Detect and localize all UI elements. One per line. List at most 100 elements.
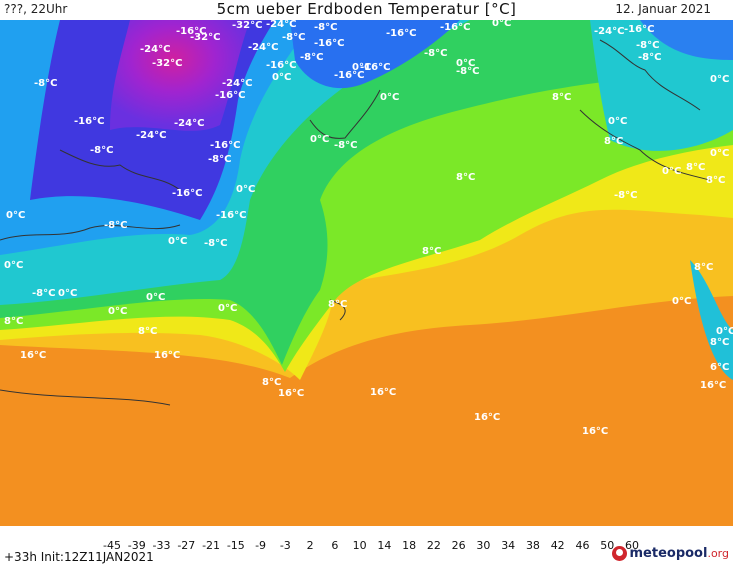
isotherm-label: 0°C (6, 210, 25, 221)
legend-tick: -39 (127, 539, 146, 552)
isotherm-label: 8°C (328, 299, 347, 310)
isotherm-label: 0°C (352, 62, 371, 73)
cold-north-patch (290, 20, 460, 89)
legend-tick: -9 (255, 539, 267, 552)
footer-bar: -45 -39 -33 -27 -21 -15 -9 -3 2 6 10 14 … (0, 526, 733, 566)
isotherm-label: -8°C (334, 140, 357, 151)
isotherm-label: -16°C (74, 116, 104, 127)
isotherm-label: 0°C (456, 58, 475, 69)
legend-tick: -3 (279, 539, 291, 552)
isotherm-label: 0°C (58, 288, 77, 299)
legend-tick: -33 (152, 539, 171, 552)
isotherm-label: -24°C (266, 20, 296, 30)
isotherm-label: -24°C (140, 44, 170, 55)
legend-tick: -45 (103, 539, 121, 552)
isotherm-label: 8°C (262, 377, 281, 388)
isotherm-label: -8°C (456, 66, 479, 77)
isotherm-label: -8°C (638, 52, 661, 63)
isotherm-label: -16°C (215, 90, 245, 101)
model-run-info: +33h Init:12Z11JAN2021 (4, 550, 154, 564)
isotherm-label: -24°C (136, 130, 166, 141)
legend-tick: 14 (377, 539, 392, 552)
isotherm-label: 0°C (710, 148, 729, 159)
isotherm-label: -16°C (176, 26, 206, 37)
isotherm-label: -8°C (314, 22, 337, 33)
legend-tick: 60 (625, 539, 639, 552)
isotherm-label: -8°C (90, 145, 113, 156)
isotherm-label: 0°C (108, 306, 127, 317)
isotherm-label: 16°C (474, 412, 500, 423)
isotherm-label: -8°C (34, 78, 57, 89)
legend-tick: 30 (476, 539, 491, 552)
isotherm-label: 0°C (608, 116, 627, 127)
isotherm-label: 8°C (4, 316, 23, 327)
isotherm-label: 0°C (710, 74, 729, 85)
isotherm-label: -32°C (152, 58, 182, 69)
cold-coast-patch (690, 260, 733, 380)
isotherm-label: -8°C (282, 32, 305, 43)
isotherm-label: -32°C (190, 32, 220, 43)
isotherm-label: 16°C (20, 350, 46, 361)
isotherm-label: -8°C (32, 288, 55, 299)
legend-tick: 2 (306, 539, 314, 552)
isotherm-label: -16°C (624, 24, 654, 35)
isotherm-label: 16°C (278, 388, 304, 399)
isotherm-label: 8°C (456, 172, 475, 183)
isotherm-label: 16°C (370, 387, 396, 398)
isotherm-label: -16°C (334, 70, 364, 81)
isotherm-label: -16°C (360, 62, 390, 73)
isotherm-label: 0°C (4, 260, 23, 271)
meteopool-logo[interactable]: meteopool .org (611, 546, 729, 561)
forecast-time-label: ???, 22Uhr (4, 2, 68, 16)
isotherm-label: -16°C (440, 22, 470, 33)
isotherm-label: 0°C (272, 72, 291, 83)
legend-tick: 46 (575, 539, 590, 552)
cold-east-core (640, 20, 733, 60)
isotherm-label: -8°C (614, 190, 637, 201)
isotherm-label: 8°C (686, 162, 705, 173)
isotherm-label: 0°C (662, 166, 681, 177)
legend-tick: 10 (352, 539, 367, 552)
isotherm-label: -8°C (636, 40, 659, 51)
isotherm-label: 16°C (700, 380, 726, 391)
forecast-date-label: 12. Januar 2021 (615, 2, 711, 16)
isotherm-label: -32°C (232, 20, 262, 31)
legend-ticks: -45 -39 -33 -27 -21 -15 -9 -3 2 6 10 14 … (103, 539, 639, 552)
isotherm-label: 8°C (552, 92, 571, 103)
isotherm-label: -8°C (104, 220, 127, 231)
isotherm-label: -24°C (248, 42, 278, 53)
map-title: 5cm ueber Erdboden Temperatur [°C] (216, 0, 517, 18)
legend-tick: -15 (226, 539, 245, 552)
cold-core (110, 20, 250, 131)
isotherm-label: -8°C (208, 154, 231, 165)
isotherm-label: 16°C (582, 426, 608, 437)
isotherm-label: -8°C (424, 48, 447, 59)
brand-name: meteopool (629, 546, 708, 561)
legend-tick: 26 (451, 539, 466, 552)
isotherm-label: -16°C (210, 140, 240, 151)
isotherm-label: -8°C (300, 52, 323, 63)
isotherm-label: -24°C (174, 118, 204, 129)
isotherm-label: 0°C (146, 292, 165, 303)
legend-tick: 50 (600, 539, 615, 552)
legend-tick: 22 (426, 539, 441, 552)
temperature-map: -32°C -24°C -8°C -16°C -24°C -32°C -24°C… (0, 20, 733, 526)
isotherm-label: 8°C (706, 175, 725, 186)
isotherm-label: 0°C (168, 236, 187, 247)
meteopool-logo-icon (611, 546, 627, 561)
isotherm-label: -16°C (386, 28, 416, 39)
isotherm-label: -16°C (216, 210, 246, 221)
header-bar: ???, 22Uhr 5cm ueber Erdboden Temperatur… (0, 0, 733, 20)
isotherm-label: 8°C (422, 246, 441, 257)
isotherm-label: -24°C (222, 78, 252, 89)
legend-tick: -21 (202, 539, 221, 552)
isotherm-label: -16°C (172, 188, 202, 199)
isotherm-label: -8°C (204, 238, 227, 249)
isotherm-label: 6°C (710, 362, 729, 373)
isotherm-label: -16°C (314, 38, 344, 49)
brand-tld: .org (707, 547, 729, 560)
legend-tick: 34 (501, 539, 516, 552)
isotherm-label: 0°C (236, 184, 255, 195)
isotherm-label: 8°C (138, 326, 157, 337)
coastlines (0, 39, 711, 406)
